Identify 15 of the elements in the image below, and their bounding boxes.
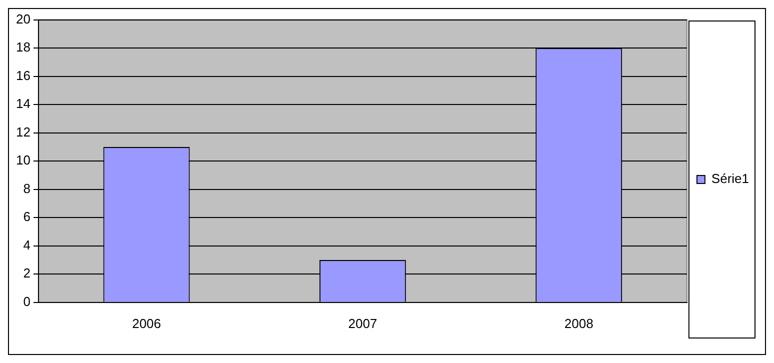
- y-tick-label: 8: [23, 180, 30, 196]
- y-tick-label: 14: [16, 96, 30, 112]
- y-tick-label: 18: [16, 40, 30, 55]
- legend-label: Série1: [711, 171, 749, 186]
- y-tick-label: 20: [16, 11, 30, 26]
- x-tick-label: 2007: [348, 316, 378, 331]
- x-tick-label: 2006: [132, 316, 161, 331]
- y-tick-label: 6: [23, 209, 30, 224]
- y-tick-label: 12: [16, 124, 30, 140]
- y-tick-label: 0: [23, 294, 30, 309]
- y-tick-label: 16: [16, 68, 30, 83]
- y-tick-label: 4: [23, 237, 30, 252]
- x-tick-label: 2008: [564, 316, 594, 331]
- y-tick-label: 10: [16, 152, 30, 168]
- y-tick-label: 2: [23, 266, 30, 281]
